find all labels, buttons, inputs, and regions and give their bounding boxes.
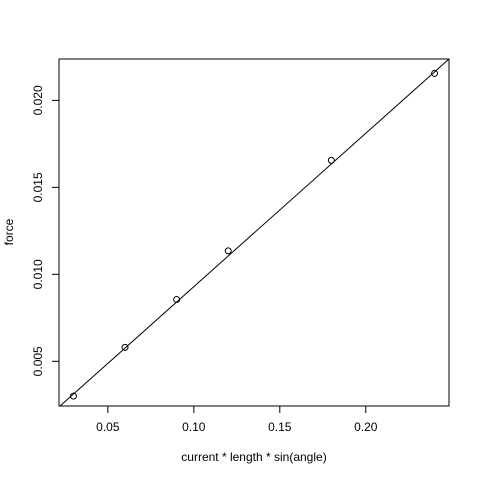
y-tick-label: 0.020: [31, 85, 45, 115]
data-point: [431, 69, 439, 77]
y-tick-label: 0.005: [31, 346, 45, 376]
data-point: [327, 156, 335, 164]
x-tick-label: 0.15: [268, 420, 292, 434]
y-axis-title: force: [2, 218, 16, 245]
data-point: [69, 392, 77, 400]
y-tick-label: 0.010: [31, 259, 45, 289]
x-axis-title: current * length * sin(angle): [181, 450, 326, 464]
data-point: [224, 247, 232, 255]
x-tick-label: 0.20: [354, 420, 378, 434]
x-tick-label: 0.05: [96, 420, 120, 434]
data-point: [173, 296, 181, 304]
y-tick-label: 0.015: [31, 172, 45, 202]
fit-line: [59, 58, 450, 407]
x-tick-label: 0.10: [182, 420, 206, 434]
data-point: [121, 343, 129, 351]
